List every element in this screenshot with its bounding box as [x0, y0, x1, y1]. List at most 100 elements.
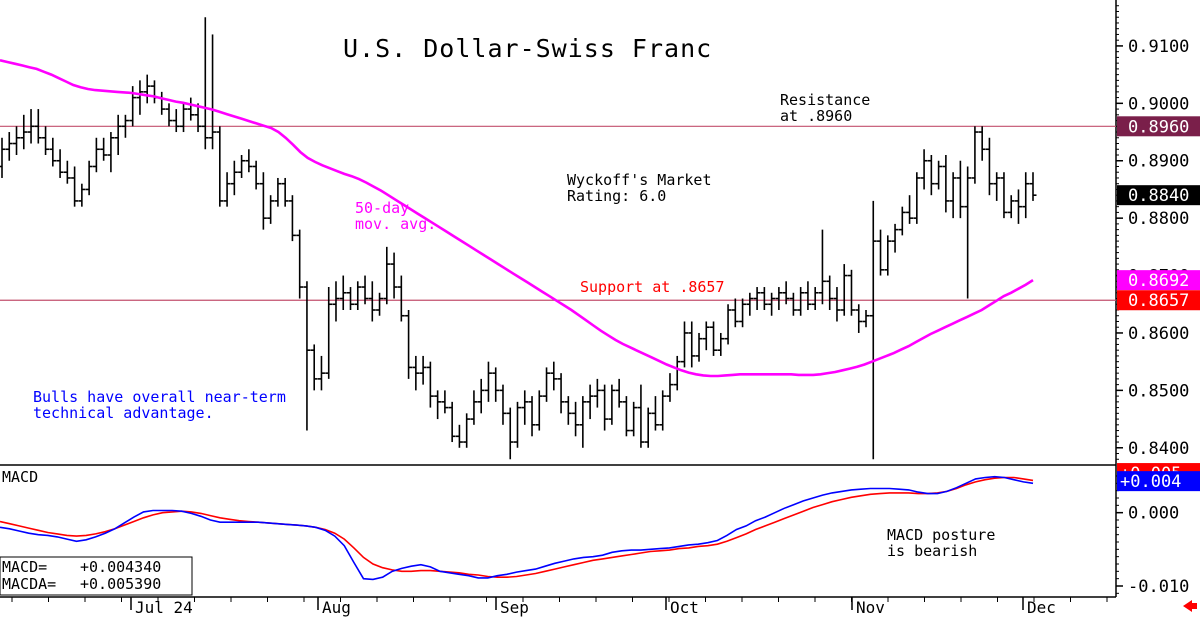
ohlc-bar [782, 281, 790, 305]
ohlc-bar [659, 390, 667, 431]
ohlc-bar [49, 137, 57, 167]
ohlc-bar [426, 361, 434, 408]
ohlc-bar [1022, 172, 1030, 219]
ohlc-bar [455, 424, 463, 448]
ohlc-bar [535, 390, 543, 431]
ohlc-bar [470, 390, 478, 425]
ohlc-bar [818, 229, 826, 305]
ohlc-bar [586, 384, 594, 420]
ohlc-bar [840, 264, 848, 316]
ohlc-bar [56, 149, 64, 178]
macd-lines [0, 475, 1034, 581]
ohlc-bar [412, 355, 420, 391]
ohlc-bar [310, 344, 318, 391]
ohlc-bar [601, 384, 609, 431]
support-note: Support at .8657 [580, 278, 725, 296]
ohlc-bar [637, 384, 645, 448]
bulls-note: Bulls have overall near-term technical a… [33, 388, 295, 422]
ohlc-bar [383, 246, 391, 305]
ohlc-bar [20, 114, 28, 150]
ohlc-bar [630, 401, 638, 437]
ohlc-bar [5, 132, 13, 161]
rating-note-line-1: Wyckoff's Market [567, 171, 712, 189]
ohlc-bar [419, 355, 427, 385]
ohlc-bar [172, 109, 180, 133]
ohlc-bar [673, 355, 681, 391]
price-tag-bg [1117, 116, 1200, 137]
price-tick-label: 0.8800 [1128, 209, 1189, 229]
ohlc-bar [717, 332, 725, 356]
ohlc-bar [434, 390, 442, 420]
macd-note: MACD posture is bearish [887, 526, 1004, 560]
ohlc-bar [296, 229, 304, 299]
ohlc-bar [492, 367, 500, 402]
price-tick-label: 0.8400 [1128, 439, 1189, 459]
ohlc-bar [826, 275, 834, 310]
bulls-note-line-2: technical advantage. [33, 404, 214, 422]
ohlc-bar [1014, 189, 1022, 224]
ohlc-bar [252, 160, 260, 190]
ohlc-bar [325, 287, 333, 379]
ohlc-bar [484, 361, 492, 402]
ohlc-bar [92, 137, 100, 173]
ohlc-bar [543, 367, 551, 402]
ohlc-bar [259, 172, 267, 230]
macd-tag-label: +0.004 [1120, 472, 1181, 492]
ohlc-bar [180, 103, 188, 133]
back-arrow-icon[interactable] [1183, 600, 1197, 612]
ohlc-bar [63, 160, 71, 184]
ohlc-bar [194, 103, 202, 133]
ohlc-bar [27, 109, 35, 144]
ohlc-bar [332, 281, 340, 322]
resistance-note: Resistance at .8960 [780, 91, 879, 125]
ohlc-bar [920, 149, 928, 190]
ohlc-bar [615, 378, 623, 408]
price-tag-bg [1117, 270, 1200, 291]
ohlc-bar [550, 361, 558, 391]
ohlc-bar [216, 126, 224, 207]
ohlc-bar [281, 177, 289, 207]
ohlc-bar [789, 292, 797, 316]
ohlc-bar [114, 114, 122, 155]
ohlc-bar [506, 407, 514, 460]
ohlc-bar [521, 390, 529, 425]
macd-tick-label: -0.010 [1128, 577, 1189, 597]
ohlc-bar [775, 287, 783, 310]
macd-note-line-2: is bearish [887, 542, 977, 560]
ohlc-bar [136, 80, 144, 115]
ohlc-bar [71, 166, 79, 207]
ohlc-bar [34, 109, 42, 144]
resistance-note-line-2: at .8960 [780, 107, 852, 125]
ohlc-bar [405, 310, 413, 379]
ohlc-bar [927, 155, 935, 196]
ohlc-bar [869, 200, 877, 460]
ohlc-bar [935, 160, 943, 190]
ohlc-bar [477, 378, 485, 414]
ohlc-bar [898, 206, 906, 236]
ohlc-bar [891, 223, 899, 253]
ohlc-bar [913, 172, 921, 224]
ohlc-bar [855, 304, 863, 333]
price-tag-bg [1117, 185, 1200, 206]
macd-axis: 0.000 -0.010 [1116, 475, 1189, 597]
ohlc-bar [564, 396, 572, 425]
ohlc-bar [956, 160, 964, 219]
price-tag-bg [1117, 290, 1200, 311]
ohlc-bar [847, 269, 855, 316]
price-tag-label: 0.8960 [1128, 117, 1189, 137]
ohlc-bar [499, 384, 507, 425]
ohlc-bar [978, 126, 986, 161]
ohlc-bar [768, 292, 776, 316]
ohlc-bar [964, 166, 972, 299]
ohlc-bar [267, 195, 275, 224]
ohlc-bar [42, 126, 50, 155]
price-tick-label: 0.8900 [1128, 152, 1189, 172]
ohlc-bar [695, 332, 703, 362]
price-tag-label: 0.8692 [1128, 271, 1189, 291]
price-tick-label: 0.9100 [1128, 37, 1189, 57]
chart-title: U.S. Dollar-Swiss Franc [343, 34, 712, 63]
ohlc-bar [608, 384, 616, 425]
ma-note-line-1: 50-day [355, 199, 409, 217]
macda-readout-label: MACDA= [2, 575, 56, 593]
